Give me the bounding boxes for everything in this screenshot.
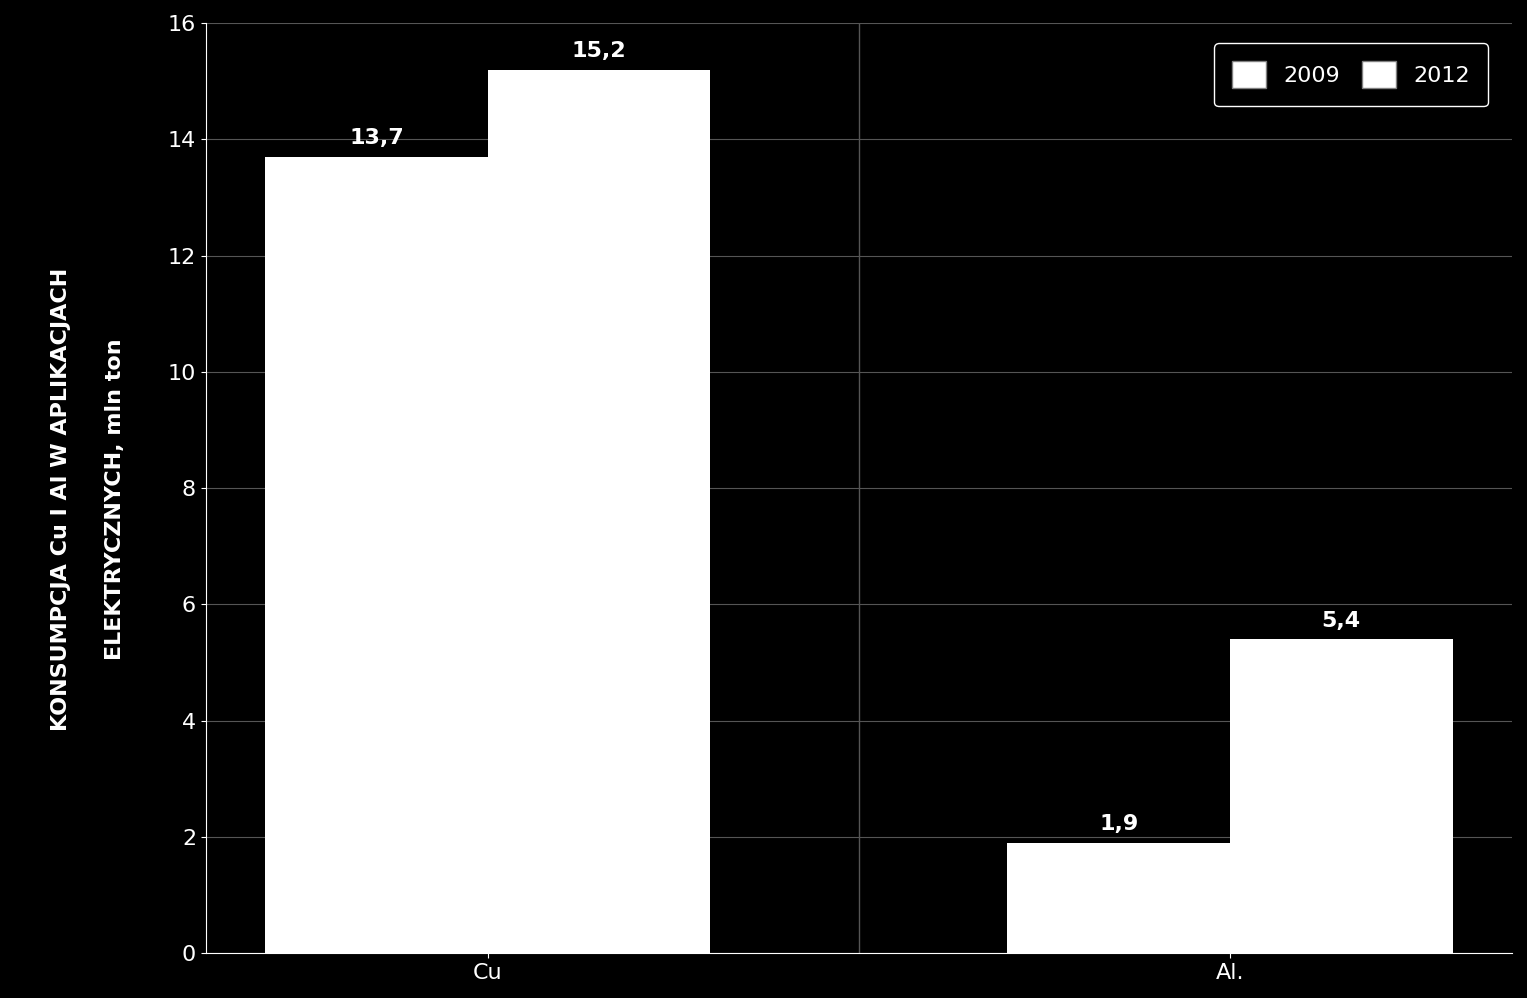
- Text: ELEKTRYCZNYCH, mln ton: ELEKTRYCZNYCH, mln ton: [104, 338, 125, 660]
- Bar: [1229, 640, 1452, 953]
- Text: 15,2: 15,2: [571, 41, 626, 61]
- Text: 13,7: 13,7: [350, 128, 403, 148]
- Legend: 2009, 2012: 2009, 2012: [1214, 44, 1487, 106]
- Text: KONSUMPCJA Cu I Al W APLIKACJACH: KONSUMPCJA Cu I Al W APLIKACJACH: [50, 267, 72, 731]
- Bar: [487, 70, 710, 953]
- Bar: [266, 157, 487, 953]
- Bar: [1008, 842, 1229, 953]
- Text: 1,9: 1,9: [1099, 814, 1138, 834]
- Text: 5,4: 5,4: [1322, 611, 1361, 631]
